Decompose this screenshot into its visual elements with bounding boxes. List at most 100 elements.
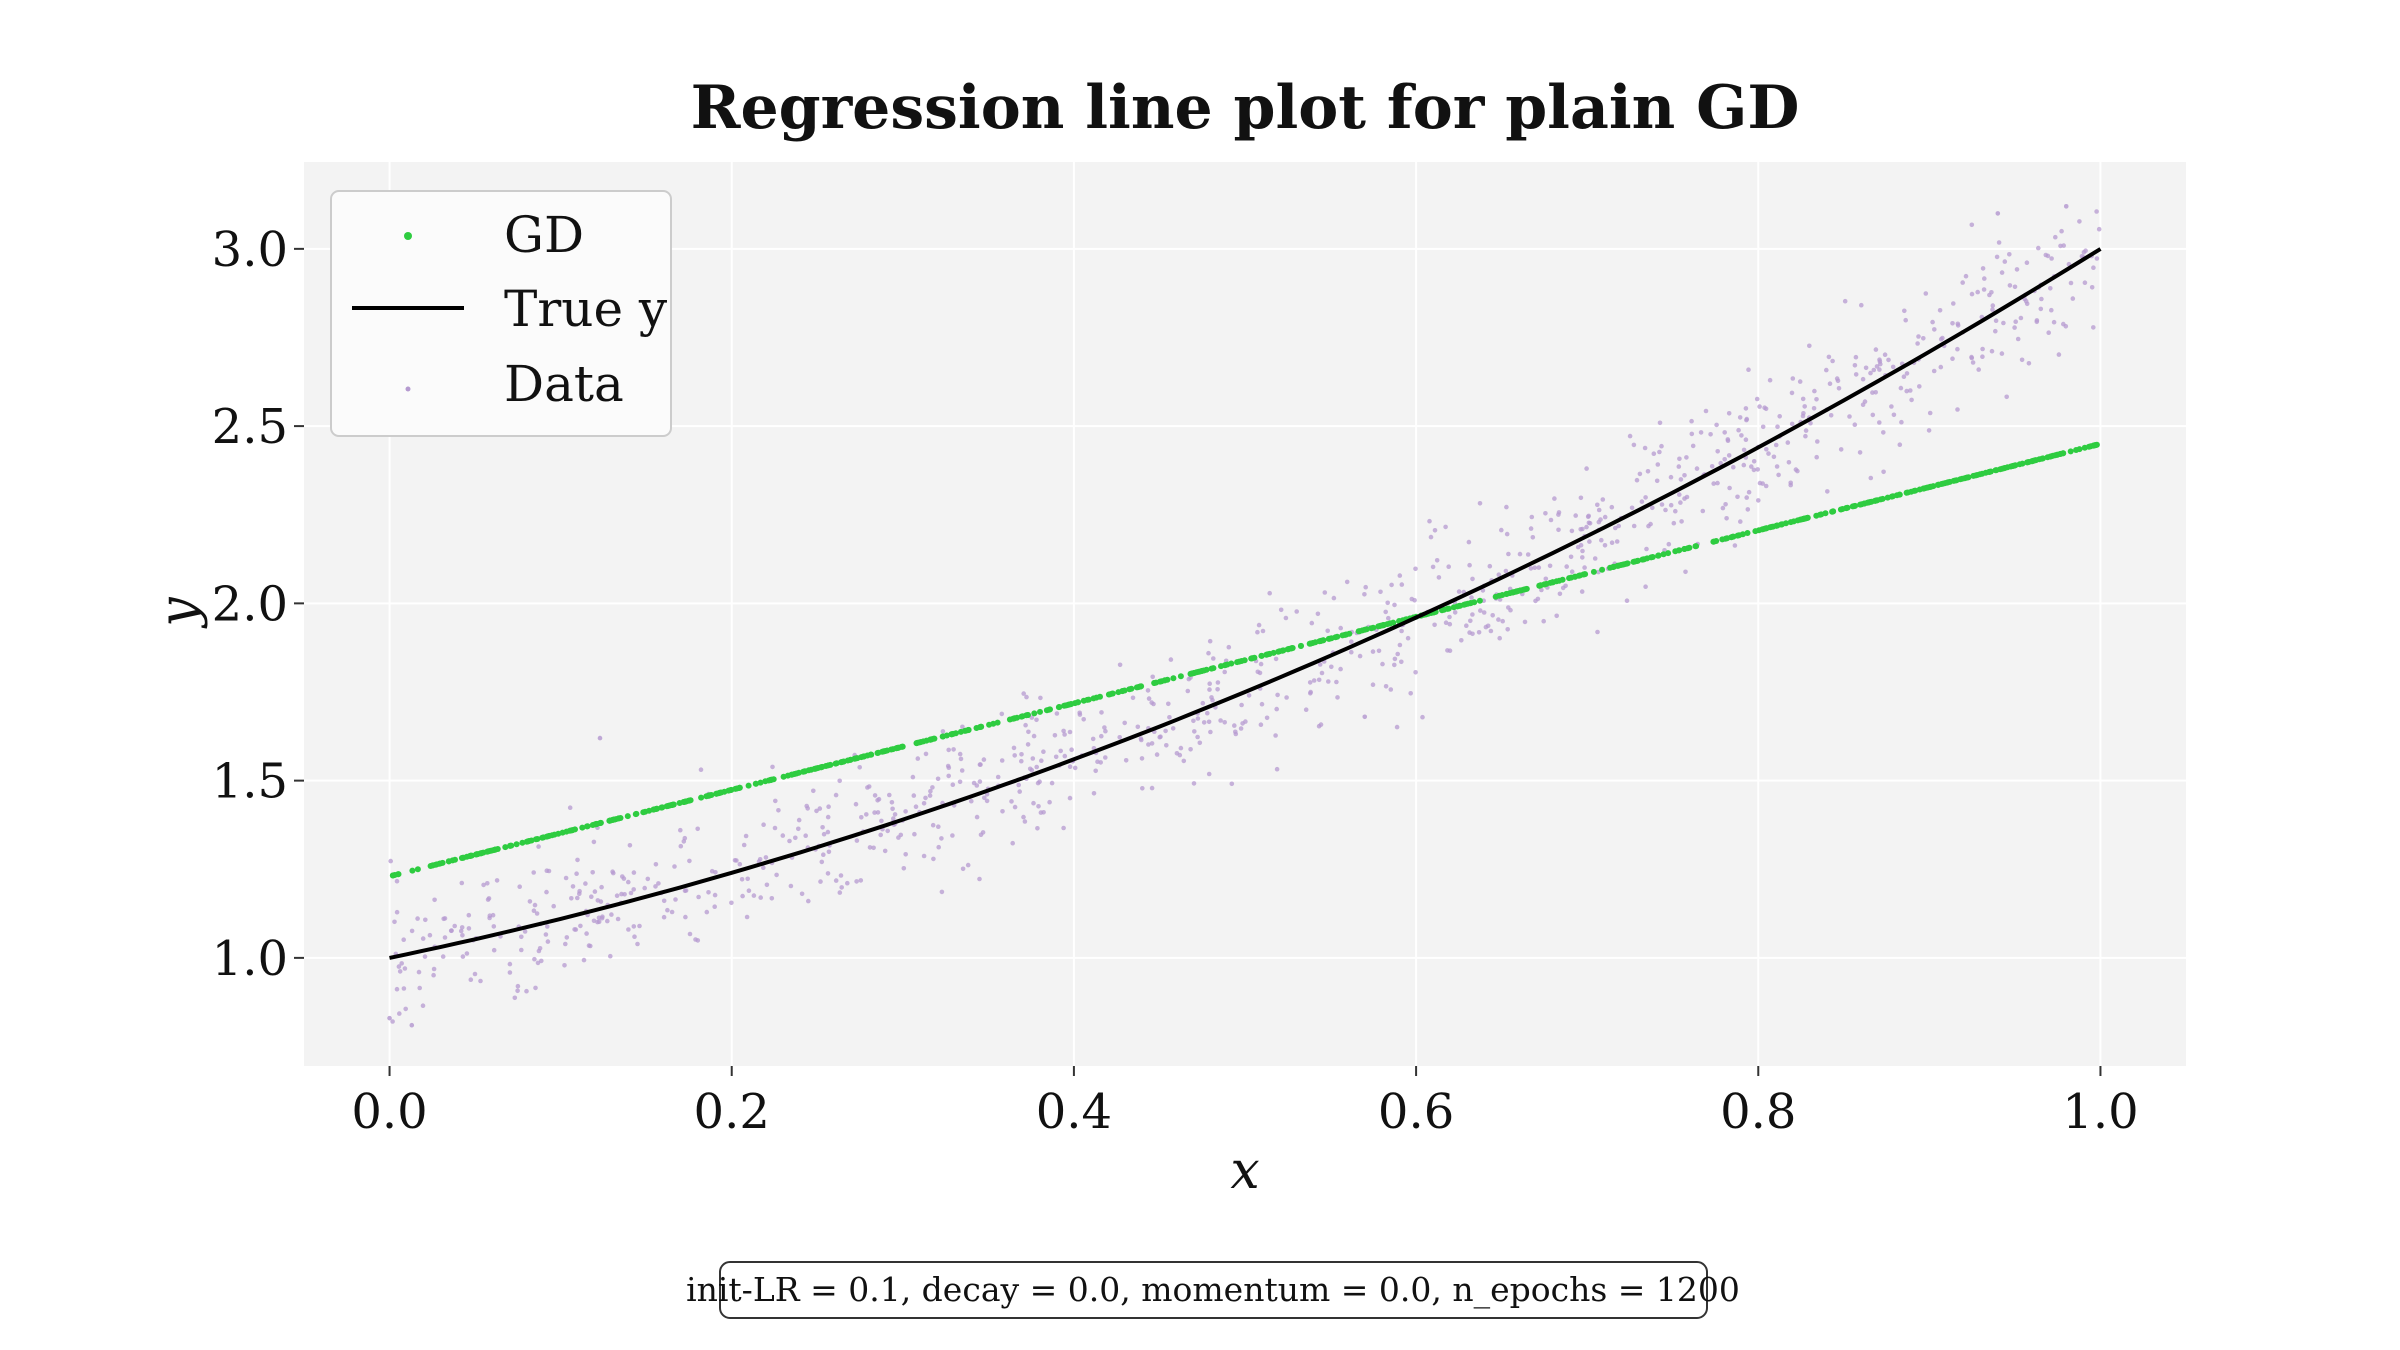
gd-point — [1550, 579, 1557, 586]
data-point — [1739, 433, 1744, 438]
data-point — [1776, 472, 1781, 478]
gd-point — [927, 736, 934, 743]
gd-point — [1492, 593, 1499, 600]
data-point — [1389, 582, 1394, 588]
data-point — [2038, 306, 2044, 312]
data-point — [2015, 336, 2021, 342]
data-point — [1714, 422, 1719, 428]
data-point — [1951, 301, 1956, 306]
data-point — [820, 825, 825, 830]
data-point — [420, 936, 426, 941]
data-point — [1274, 706, 1279, 712]
data-point — [1812, 388, 1817, 394]
data-point — [913, 804, 919, 809]
data-point — [1645, 469, 1651, 474]
data-point — [2063, 204, 2069, 209]
data-point — [1325, 628, 1330, 634]
data-point — [1483, 624, 1489, 630]
data-point — [1027, 766, 1033, 772]
data-point — [2024, 260, 2030, 266]
data-point — [1394, 724, 1400, 730]
data-point — [1990, 303, 1996, 308]
data-point — [854, 879, 859, 884]
data-point — [1206, 719, 1212, 725]
y-tick-label: 1.0 — [212, 931, 288, 987]
data-point — [1201, 720, 1207, 725]
chart-title: Regression line plot for plain GD — [691, 73, 1800, 143]
data-point — [1383, 684, 1389, 689]
data-point — [1650, 505, 1655, 511]
data-point — [1122, 720, 1127, 726]
data-point — [1564, 564, 1569, 569]
data-point — [1694, 466, 1700, 471]
data-point — [1011, 745, 1017, 751]
data-point — [1785, 440, 1791, 445]
data-point — [946, 747, 951, 753]
data-point — [1145, 688, 1151, 693]
data-point — [1960, 280, 1965, 285]
data-point — [591, 918, 597, 924]
gd-point — [593, 821, 600, 828]
data-point — [1256, 622, 1262, 628]
data-point — [1315, 611, 1321, 617]
data-point — [1886, 357, 1891, 363]
data-point — [1529, 514, 1535, 520]
data-point — [780, 833, 786, 838]
x-tick-label: 0.2 — [694, 1084, 770, 1140]
data-point — [1146, 742, 1151, 747]
data-point — [935, 776, 941, 782]
data-point — [1881, 430, 1886, 435]
data-point — [460, 954, 466, 959]
data-point — [999, 758, 1005, 763]
data-point — [577, 888, 582, 894]
gd-point — [2032, 457, 2039, 464]
data-point — [545, 939, 551, 944]
data-point — [1017, 789, 1022, 794]
data-point — [984, 798, 990, 804]
data-point — [1723, 502, 1728, 507]
data-point — [1397, 573, 1403, 578]
legend: GD True y Data — [330, 190, 672, 437]
gd-point — [1734, 532, 1741, 539]
data-point — [1206, 650, 1211, 656]
data-point — [1222, 720, 1227, 725]
data-point — [1643, 584, 1648, 589]
data-point — [645, 876, 651, 882]
gd-point — [858, 754, 865, 761]
data-point — [631, 924, 637, 929]
data-point — [1744, 495, 1749, 500]
gd-point — [1686, 544, 1693, 551]
data-point — [1090, 736, 1096, 742]
data-point — [891, 816, 896, 821]
gd-point — [2067, 448, 2074, 455]
legend-gd-marker — [404, 232, 412, 240]
data-point — [1195, 734, 1200, 740]
data-point — [1308, 689, 1313, 695]
data-point — [889, 800, 895, 805]
gd-point — [899, 743, 906, 750]
x-tick-label: 1.0 — [2062, 1084, 2138, 1140]
data-point — [519, 934, 524, 940]
data-point — [599, 884, 604, 890]
data-point — [1815, 439, 1820, 444]
data-point — [431, 966, 437, 972]
gd-point — [1031, 710, 1038, 717]
gd-point — [812, 765, 819, 772]
x-tick-label: 0.8 — [1720, 1084, 1796, 1140]
data-point — [1683, 569, 1688, 575]
gd-point — [1871, 497, 1878, 504]
data-point — [1541, 618, 1546, 624]
data-point — [1380, 661, 1385, 667]
data-point — [825, 829, 831, 835]
data-point — [821, 852, 826, 857]
data-point — [1399, 628, 1404, 634]
data-point — [534, 911, 540, 916]
gd-point — [519, 839, 526, 846]
data-point — [1578, 495, 1584, 501]
data-point — [734, 858, 739, 863]
data-point — [1828, 413, 1834, 418]
data-point — [1319, 670, 1325, 676]
data-point — [712, 904, 717, 909]
data-point — [1999, 270, 2005, 275]
data-point — [737, 861, 743, 867]
